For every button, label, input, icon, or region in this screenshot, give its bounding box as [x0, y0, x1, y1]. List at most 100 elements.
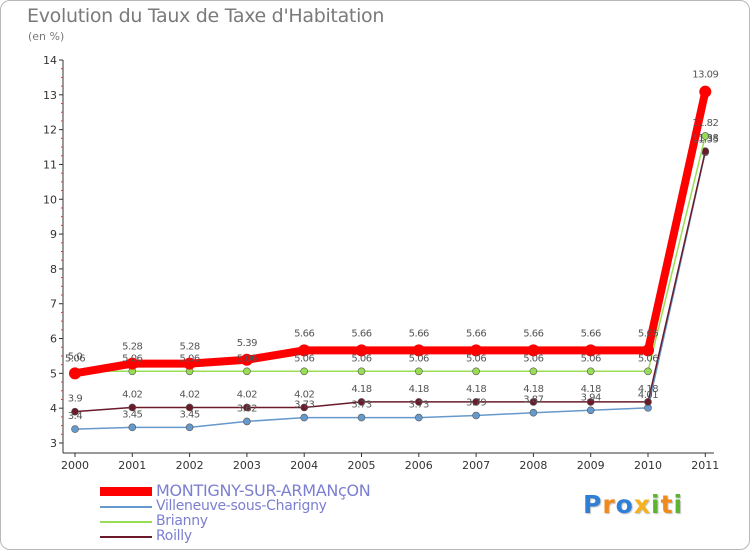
- data-label-montigny: 5.66: [638, 328, 658, 339]
- data-point-villeneuve: [472, 411, 480, 420]
- x-tick-label: 2011: [691, 459, 719, 472]
- data-label-roilly: 4.18: [466, 384, 486, 395]
- y-tick-label: 7: [50, 298, 57, 311]
- data-label-montigny: 5.66: [523, 328, 543, 339]
- data-label-villeneuve: 11.35: [692, 134, 718, 145]
- legend-label-roilly: Roilly: [156, 528, 192, 544]
- y-tick-label: 9: [50, 228, 57, 241]
- data-point-villeneuve: [300, 413, 309, 422]
- y-tick-label: 12: [43, 124, 57, 137]
- y-tick-label: 5: [50, 367, 57, 380]
- data-label-villeneuve: 3.73: [294, 400, 314, 411]
- x-tick-label: 2006: [405, 459, 433, 472]
- data-point-roilly: [185, 403, 194, 412]
- y-tick-label: 14: [43, 54, 57, 67]
- data-point-montigny: [699, 85, 712, 98]
- data-label-villeneuve: 3.62: [237, 403, 257, 414]
- x-tick-label: 2010: [634, 459, 662, 472]
- data-point-roilly: [586, 398, 595, 406]
- data-label-roilly: 4.18: [638, 384, 658, 395]
- data-label-roilly: 4.02: [122, 389, 142, 400]
- chart-title: Evolution du Taux de Taxe d'Habitation: [27, 5, 385, 27]
- data-label-brianny: 5.06: [581, 353, 601, 364]
- data-point-montigny: [126, 357, 139, 370]
- data-point-brianny: [357, 367, 366, 376]
- logo-letter: P: [583, 490, 603, 519]
- legend-label-brianny: Brianny: [156, 513, 208, 529]
- x-tick-label: 2008: [519, 459, 547, 472]
- data-label-montigny: 5.66: [466, 328, 486, 339]
- data-point-brianny: [586, 367, 595, 376]
- data-label-montigny: 5.28: [122, 342, 142, 353]
- series-line-montigny: [74, 90, 710, 378]
- x-tick-label: 2004: [290, 459, 318, 472]
- data-point-villeneuve: [414, 413, 423, 422]
- legend-swatch-montigny: [100, 487, 152, 496]
- data-point-montigny: [527, 344, 540, 357]
- data-label-roilly: 3.9: [68, 394, 83, 405]
- data-point-brianny: [472, 367, 480, 376]
- data-point-roilly: [300, 403, 309, 412]
- data-point-montigny: [69, 367, 81, 380]
- data-label-brianny: 5.06: [122, 353, 142, 364]
- data-label-villeneuve: 3.79: [466, 397, 486, 408]
- data-point-montigny: [183, 357, 196, 370]
- data-label-brianny: 5.06: [65, 353, 85, 364]
- data-point-montigny: [642, 344, 654, 357]
- data-label-roilly: 4.02: [179, 389, 199, 400]
- legend-swatch-brianny: [100, 521, 152, 523]
- data-label-montigny: 13.09: [692, 70, 718, 81]
- data-point-brianny: [644, 367, 652, 376]
- data-label-brianny: 5.06: [466, 353, 486, 364]
- series-line-brianny: [75, 135, 707, 373]
- data-label-montigny: 5.66: [581, 328, 601, 339]
- chart-subtitle: (en %): [28, 30, 65, 43]
- legend-label-montigny: MONTIGNY-SUR-ARMANçON: [156, 481, 371, 500]
- y-tick-label: 13: [43, 89, 57, 102]
- data-point-roilly: [644, 398, 652, 406]
- data-point-brianny: [243, 367, 251, 376]
- series-line-roilly: [74, 151, 707, 413]
- y-tick-label: 6: [50, 333, 57, 346]
- data-label-roilly: 4.18: [523, 384, 543, 395]
- y-tick-label: 8: [50, 263, 57, 276]
- x-tick-label: 2001: [118, 459, 146, 472]
- data-label-roilly: 4.02: [237, 389, 257, 400]
- data-label-montigny: 5.28: [179, 342, 199, 353]
- data-point-brianny: [701, 132, 710, 140]
- series-line-villeneuve: [74, 152, 707, 430]
- data-label-montigny: 5.66: [409, 328, 429, 339]
- data-point-roilly: [529, 398, 538, 406]
- data-label-villeneuve: 3.45: [122, 409, 142, 420]
- data-point-roilly: [472, 398, 480, 406]
- data-label-brianny: 11.82: [692, 118, 718, 129]
- y-tick-label: 11: [43, 158, 57, 171]
- data-point-villeneuve: [71, 425, 79, 433]
- data-point-roilly: [243, 403, 251, 412]
- data-label-montigny: 5.39: [237, 338, 257, 349]
- data-label-brianny: 5.06: [237, 353, 257, 364]
- logo-letter: x: [633, 490, 651, 519]
- data-point-villeneuve: [357, 413, 366, 422]
- data-label-brianny: 5.06: [638, 353, 658, 364]
- data-label-brianny: 5.06: [409, 353, 429, 364]
- data-label-montigny: 5.0: [68, 351, 83, 362]
- data-point-villeneuve: [185, 423, 194, 432]
- data-label-brianny: 5.06: [351, 353, 371, 364]
- data-point-montigny: [298, 344, 311, 357]
- data-label-villeneuve: 3.94: [581, 392, 601, 403]
- logo-letter: t: [660, 490, 674, 519]
- x-tick-label: 2009: [577, 459, 605, 472]
- data-point-brianny: [414, 367, 423, 376]
- y-tick-label: 10: [43, 193, 57, 206]
- data-point-brianny: [300, 367, 309, 376]
- x-tick-label: 2000: [61, 459, 89, 472]
- legend-label-villeneuve: Villeneuve-sous-Charigny: [156, 498, 327, 514]
- proxiti-logo: Proxiti: [583, 490, 683, 519]
- data-label-villeneuve: 3.73: [351, 400, 371, 411]
- data-label-villeneuve: 3.73: [409, 400, 429, 411]
- data-label-montigny: 5.66: [351, 328, 371, 339]
- data-point-villeneuve: [243, 417, 251, 426]
- data-label-roilly: 4.18: [351, 384, 371, 395]
